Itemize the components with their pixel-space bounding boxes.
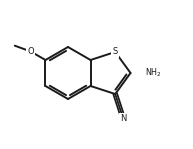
Text: NH$_2$: NH$_2$ xyxy=(145,67,161,79)
Text: S: S xyxy=(113,48,118,56)
Text: N: N xyxy=(120,114,126,123)
Text: O: O xyxy=(27,47,34,56)
